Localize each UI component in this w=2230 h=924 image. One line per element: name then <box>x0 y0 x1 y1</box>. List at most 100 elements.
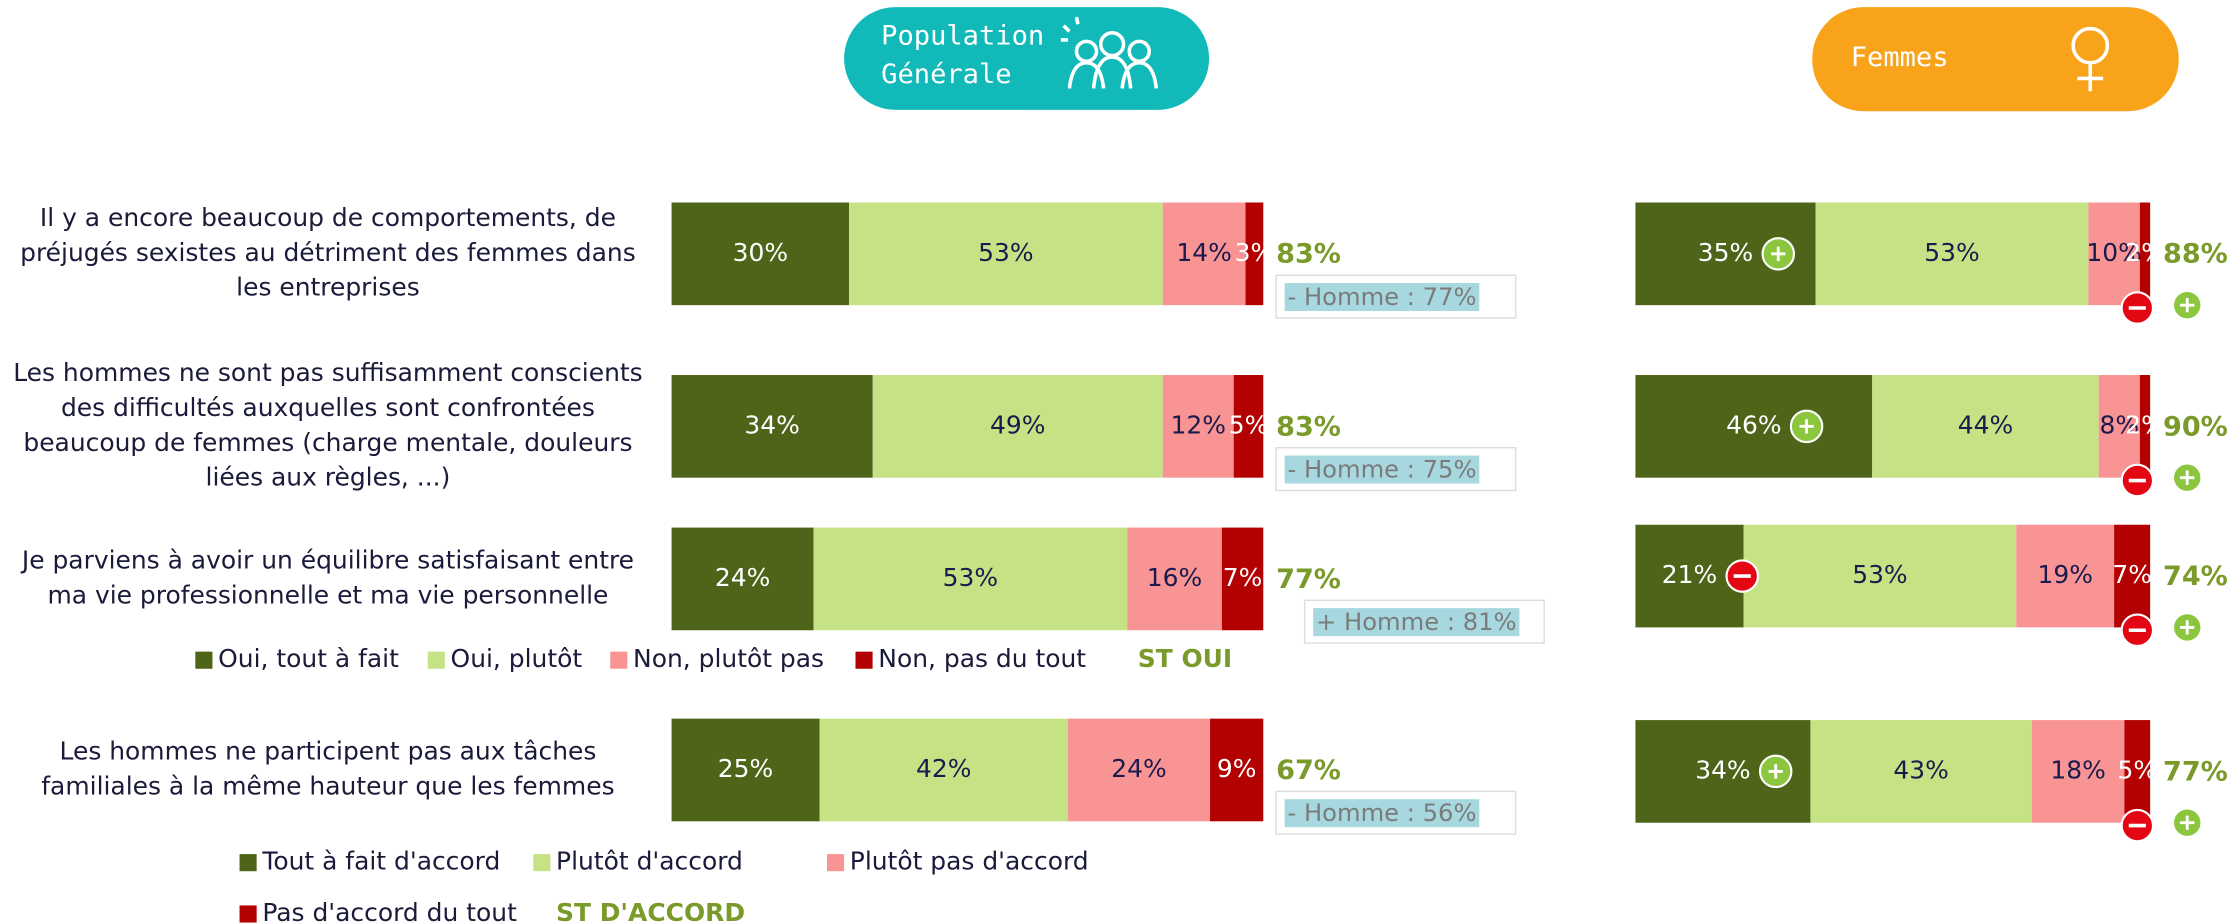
bar-segment <box>2114 524 2151 628</box>
bar-segment <box>2016 524 2115 628</box>
legend-swatch <box>239 905 257 923</box>
question-label: Il y a encore beaucoup de comportements,… <box>40 203 616 232</box>
legend-label: Tout à fait d'accord <box>261 847 500 876</box>
legend-swatch <box>533 854 551 872</box>
bar-segment <box>671 375 873 478</box>
question-label: Je parviens à avoir un équilibre satisfa… <box>20 545 634 574</box>
total-label: 67% <box>1276 755 1341 786</box>
value-label: 53% <box>1852 560 1907 589</box>
value-label: 16% <box>1147 563 1202 592</box>
sig-plus <box>2180 620 2195 635</box>
value-label: 12% <box>1170 410 1225 439</box>
value-label: 53% <box>1924 238 1979 267</box>
value-label: 7% <box>1223 563 1263 592</box>
question-label: Les hommes ne sont pas suffisamment cons… <box>13 358 642 387</box>
value-label: 7% <box>2112 560 2152 589</box>
header-title: Femmes <box>1851 42 1949 73</box>
legend-label: Non, plutôt pas <box>633 644 824 673</box>
bar-segment <box>2139 375 2151 478</box>
value-label: 9% <box>1217 754 1257 783</box>
note-highlight <box>1284 283 1480 312</box>
note: - Homme : 77% <box>1275 274 1517 319</box>
note-highlight <box>1284 799 1480 828</box>
sig-plus <box>2180 815 2195 830</box>
sig-plus <box>2180 298 2195 313</box>
legend-swatch <box>427 651 445 669</box>
value-label: 34% <box>1695 755 1750 784</box>
bar-segment <box>1162 202 1246 306</box>
bar-segment <box>2031 720 2125 823</box>
note-text: - Homme : 77% <box>1288 283 1477 311</box>
bar-segment <box>1210 718 1264 822</box>
bar-segment <box>2088 202 2140 306</box>
value-label: 46% <box>1726 410 1781 439</box>
people-icon <box>1060 16 1159 89</box>
value-label: 8% <box>2099 410 2139 439</box>
bar-segment <box>872 375 1163 478</box>
legend-label: Pas d'accord du tout <box>262 898 517 924</box>
question-label: beaucoup de femmes (charge mentale, doul… <box>23 428 632 457</box>
value-label: 44% <box>1958 410 2013 439</box>
value-label: 2% <box>2125 410 2165 439</box>
value-label: 53% <box>978 238 1033 267</box>
legend-total: ST D'ACCORD <box>556 898 745 924</box>
bar-segment <box>1635 375 1873 478</box>
bar-segment <box>1743 524 2017 628</box>
value-label: 42% <box>916 754 971 783</box>
question-label: préjugés sexistes au détriment des femme… <box>20 238 636 267</box>
question-label: des difficultés auxquelles sont confront… <box>61 393 595 422</box>
legend-label: Plutôt d'accord <box>556 847 743 876</box>
question-label: ma vie professionnelle et ma vie personn… <box>47 580 608 609</box>
value-label: 34% <box>744 410 799 439</box>
value-label: 30% <box>733 238 788 267</box>
value-label: 2% <box>2125 238 2165 267</box>
total-label: 88% <box>2163 239 2228 270</box>
legend-label: Oui, plutôt <box>451 644 583 673</box>
value-label: 24% <box>715 563 770 592</box>
total-label: 90% <box>2163 411 2228 442</box>
bar-segment <box>1162 375 1234 478</box>
value-label: 43% <box>1893 755 1948 784</box>
bar-segment <box>1233 375 1264 478</box>
note-highlight <box>1284 455 1480 484</box>
legend-label: Oui, tout à fait <box>218 644 399 673</box>
bar-segment <box>819 718 1069 822</box>
note: - Homme : 56% <box>1275 790 1517 835</box>
legend-label: Plutôt pas d'accord <box>850 847 1089 876</box>
sig-plus <box>1799 419 1814 434</box>
total-label: 77% <box>2163 756 2228 787</box>
header-title: Générale <box>881 59 1011 90</box>
value-label: 10% <box>2086 238 2141 267</box>
note-text: - Homme : 56% <box>1288 799 1477 827</box>
total-label: 77% <box>1276 564 1341 595</box>
header-pill <box>1812 7 2179 112</box>
bar-segment <box>2139 202 2151 306</box>
legend-swatch <box>195 651 213 669</box>
bar-segment <box>1815 202 2089 306</box>
bar-segment <box>849 202 1163 306</box>
bar-segment <box>1221 527 1264 631</box>
total-label: 74% <box>2163 561 2228 592</box>
sig-plus <box>1771 246 1786 261</box>
value-label: 5% <box>1229 410 1269 439</box>
bar-segment <box>1127 527 1222 631</box>
bar-segment <box>671 718 820 822</box>
question-label: liées aux règles, ...) <box>206 463 451 492</box>
note-highlight <box>1313 608 1520 637</box>
bar-segment <box>813 527 1128 631</box>
legend-label: Non, pas du tout <box>878 644 1086 673</box>
legend-swatch <box>826 854 845 872</box>
note: + Homme : 81% <box>1303 599 1545 644</box>
note-text: - Homme : 75% <box>1288 456 1477 484</box>
value-label: 19% <box>2038 560 2093 589</box>
total-label: 83% <box>1276 411 1341 442</box>
legend-swatch <box>855 651 873 669</box>
value-label: 49% <box>990 410 1045 439</box>
sig-plus <box>2180 470 2195 485</box>
bar-segment <box>1810 720 2032 823</box>
value-label: 21% <box>1662 560 1717 589</box>
bar-segment <box>671 202 850 306</box>
value-label: 53% <box>943 563 998 592</box>
note: - Homme : 75% <box>1275 447 1517 492</box>
